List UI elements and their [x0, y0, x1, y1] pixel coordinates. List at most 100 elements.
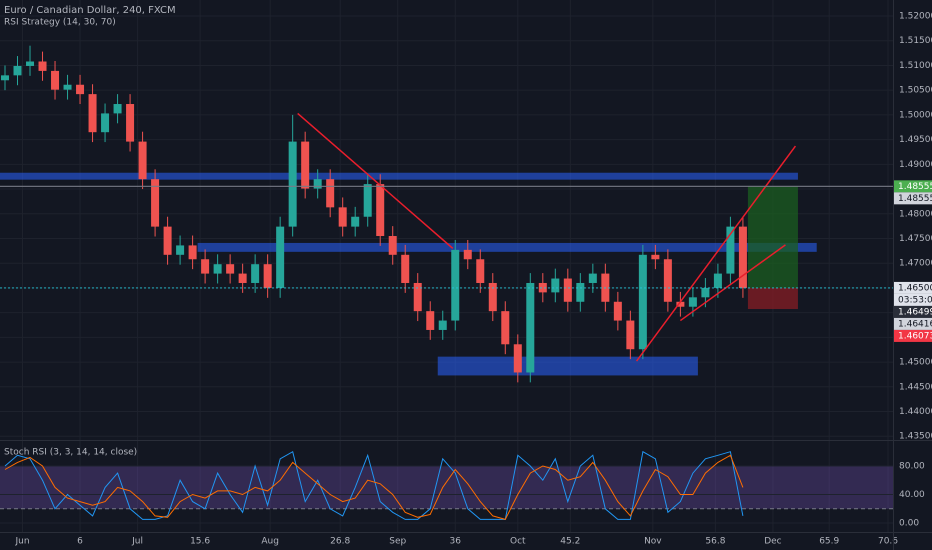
y-tick-label: 1.52000 [899, 12, 932, 22]
candle-body [138, 141, 147, 180]
candle-body [413, 282, 422, 312]
candle-body [101, 113, 110, 133]
y-tick-label: 1.47500 [899, 234, 932, 244]
candle-body [338, 207, 347, 227]
candle-body [713, 273, 722, 288]
candle-body [451, 249, 460, 321]
candle-body [13, 65, 22, 76]
y-tick-label: 0.00 [899, 519, 919, 529]
y-tick-label: 1.50000 [899, 110, 932, 120]
candle-body [151, 179, 160, 227]
candle-body [126, 104, 135, 142]
price-label: 1.46416 [898, 319, 932, 329]
candle-body [663, 259, 672, 302]
candle-body [351, 216, 360, 227]
candle-body [401, 254, 410, 283]
price-label-box [894, 293, 932, 306]
candle-body [551, 278, 560, 293]
candle-body [76, 84, 85, 95]
candle-body [263, 264, 272, 288]
symbol-title: Euro / Canadian Dollar, 240, FXCM [4, 5, 176, 16]
strategy-title: RSI Strategy (14, 30, 70) [4, 18, 116, 28]
candle-body [563, 278, 572, 302]
x-tick-label: Jun [14, 537, 29, 547]
y-tick-label: 1.51000 [899, 61, 932, 71]
y-tick-label: 1.51500 [899, 36, 932, 46]
stoch-line [4, 454, 744, 520]
y-tick-label: 1.43500 [899, 432, 932, 442]
candle-body [638, 254, 647, 350]
position-target [747, 186, 798, 288]
x-tick-label: Sep [389, 537, 406, 547]
candle-body [376, 184, 385, 237]
x-tick-label: Oct [510, 537, 526, 547]
candle-body [313, 179, 322, 189]
candle-body [513, 344, 522, 373]
candle-body [738, 226, 747, 288]
candle-body [701, 287, 710, 298]
trend-line [636, 145, 797, 362]
x-tick-label: 45.2 [560, 537, 580, 547]
candle-body [276, 226, 285, 288]
candle-body [288, 141, 297, 227]
y-tick-label: 1.45000 [899, 358, 932, 368]
price-label: 03:53:08 [898, 295, 932, 305]
trend-line [679, 244, 786, 322]
y-tick-label: 40.00 [899, 490, 925, 500]
candle-body [426, 311, 435, 330]
x-tick-label: 70.6 [878, 537, 898, 547]
indicator-title: Stoch RSI (3, 3, 14, 14, close) [4, 448, 137, 458]
candle-body [726, 226, 735, 274]
candle-body [301, 141, 310, 189]
candle-body [1, 75, 10, 81]
y-tick-label: 1.44500 [899, 382, 932, 392]
x-tick-label: 26.8 [330, 537, 350, 547]
x-tick-label: 6 [77, 537, 83, 547]
candle-body [576, 282, 585, 302]
candle-body [213, 264, 222, 274]
y-tick-label: 80.00 [899, 461, 925, 471]
candle-body [251, 264, 260, 283]
candle-body [88, 94, 97, 133]
candle-body [188, 245, 197, 260]
price-label-box [894, 180, 932, 193]
price-label-box [894, 281, 932, 294]
candle-body [526, 282, 535, 373]
candle-body [463, 249, 472, 260]
candle-body [488, 282, 497, 312]
y-tick-label: 1.44000 [899, 407, 932, 417]
x-tick-label: Aug [261, 537, 279, 547]
y-tick-label: 1.47000 [899, 259, 932, 269]
candle-body [613, 301, 622, 321]
trend-line [297, 112, 454, 249]
price-label: 1.48555 [898, 182, 932, 192]
candle-body [363, 184, 372, 217]
price-label: 1.48555 [898, 194, 932, 204]
candle-body [538, 282, 547, 293]
x-tick-label: Dec [764, 537, 781, 547]
candle-body [326, 179, 335, 208]
position-stop [747, 287, 798, 310]
candle-body [226, 264, 235, 274]
candle-body [588, 273, 597, 283]
candle-body [38, 61, 47, 71]
x-tick-label: 36 [450, 537, 462, 547]
price-label-box [894, 329, 932, 342]
candle-body [63, 84, 72, 90]
y-tick-label: 1.49500 [899, 135, 932, 145]
candle-body [501, 311, 510, 345]
candle-body [201, 259, 210, 274]
x-tick-label: 56.8 [705, 537, 725, 547]
candle-body [176, 245, 185, 255]
zone [0, 172, 798, 180]
x-tick-label: 65.9 [819, 537, 839, 547]
zone [437, 356, 698, 376]
candle-body [238, 273, 247, 283]
x-tick-label: Jul [131, 537, 143, 547]
price-label: 1.46500 [898, 283, 932, 293]
price-label-box [894, 305, 932, 318]
price-label-box [894, 192, 932, 205]
x-tick-label: 15.6 [190, 537, 210, 547]
stoch-band [0, 465, 893, 509]
